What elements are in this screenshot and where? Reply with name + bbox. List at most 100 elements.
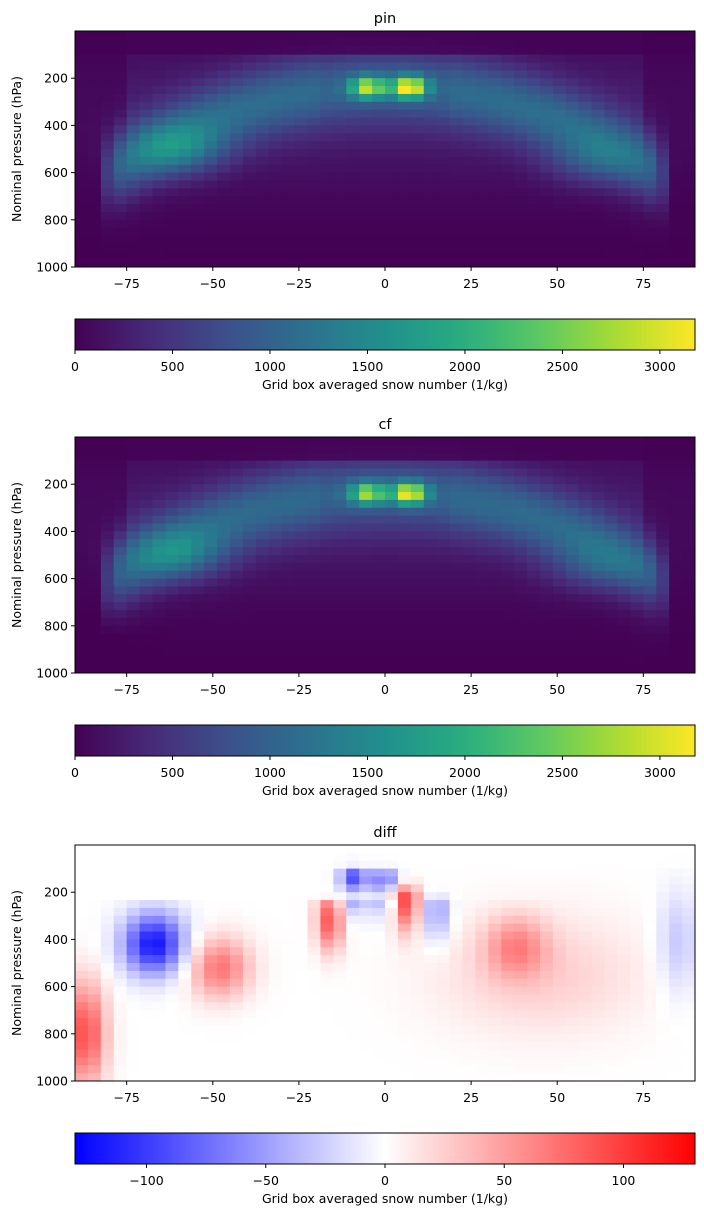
heatmap-cell <box>488 109 502 118</box>
heatmap-cell <box>410 939 425 948</box>
heatmap-cell <box>204 547 218 556</box>
heatmap-cell <box>462 109 476 118</box>
heatmap-cell <box>540 46 554 55</box>
heatmap-cell <box>255 62 270 71</box>
heatmap-cell <box>281 109 295 118</box>
heatmap-cell <box>139 876 153 885</box>
heatmap-cell <box>204 939 218 948</box>
heatmap-cell <box>281 845 295 854</box>
heatmap-cell <box>488 633 502 642</box>
heatmap-cell <box>565 515 580 524</box>
heatmap-cell <box>281 986 295 995</box>
heatmap-cell <box>397 204 412 213</box>
heatmap-cell <box>242 625 257 635</box>
heatmap-cell <box>178 492 192 501</box>
heatmap-cell <box>436 947 450 956</box>
heatmap-cell <box>333 109 347 118</box>
heatmap-cell <box>578 978 593 987</box>
heatmap-cell <box>540 31 554 40</box>
heatmap-cell <box>178 915 192 925</box>
heatmap-cell <box>333 915 347 925</box>
heatmap-cell <box>385 868 399 877</box>
heatmap-cell <box>682 149 696 158</box>
heatmap-cell <box>268 444 283 454</box>
heatmap-cell <box>578 923 593 932</box>
heatmap-cell <box>449 492 463 501</box>
heatmap-cell <box>540 204 554 213</box>
heatmap-cell <box>449 62 463 71</box>
heatmap-cell <box>565 172 580 181</box>
heatmap-cell <box>423 196 438 205</box>
heatmap-cell <box>423 586 438 595</box>
heatmap-cell <box>87 507 102 517</box>
heatmap-cell <box>656 164 670 173</box>
heatmap-cell <box>281 1025 295 1035</box>
heatmap-cell <box>294 947 308 956</box>
heatmap-cell <box>113 164 128 173</box>
heatmap-cell <box>591 219 605 229</box>
heatmap-cell <box>669 665 683 674</box>
heatmap-cell <box>643 570 657 579</box>
heatmap-cell <box>527 78 541 87</box>
heatmap-cell <box>268 251 283 260</box>
heatmap-cell <box>436 892 450 901</box>
heatmap-cell <box>230 507 244 517</box>
heatmap-cell <box>204 868 218 877</box>
heatmap-cell <box>527 444 541 454</box>
heatmap-cell <box>217 586 231 595</box>
heatmap-cell <box>152 641 166 650</box>
heatmap-cell <box>527 900 541 909</box>
heatmap-cell <box>514 515 528 524</box>
heatmap-cell <box>281 188 295 197</box>
heatmap-cell <box>617 93 631 103</box>
heatmap-cell <box>242 523 257 532</box>
heatmap-cell <box>475 539 489 548</box>
heatmap-cell <box>268 986 283 995</box>
heatmap-cell <box>591 1041 605 1050</box>
heatmap-cell <box>527 657 541 666</box>
heatmap-cell <box>385 994 399 1003</box>
heatmap-cell <box>113 235 128 244</box>
heatmap-cell <box>423 578 438 587</box>
heatmap-cell <box>501 62 515 71</box>
heatmap-cell <box>397 633 412 642</box>
heatmap-cell <box>630 900 644 909</box>
heatmap-cell <box>359 884 373 893</box>
heatmap-cell <box>630 955 644 964</box>
heatmap-cell <box>87 460 102 469</box>
heatmap-cell <box>669 586 683 595</box>
heatmap-cell <box>475 845 489 854</box>
heatmap-cell <box>552 78 567 87</box>
heatmap-cell <box>578 70 593 79</box>
heatmap-cell <box>449 562 463 572</box>
heatmap-cell <box>565 476 580 485</box>
heatmap-cell <box>669 562 683 572</box>
heatmap-cell <box>165 657 179 666</box>
heatmap-cell <box>165 531 179 540</box>
heatmap-cell <box>410 515 425 524</box>
heatmap-cell <box>604 1002 618 1011</box>
heatmap-cell <box>423 852 438 862</box>
heatmap-cell <box>217 555 231 564</box>
heatmap-cell <box>165 125 179 134</box>
heatmap-cell <box>462 468 476 477</box>
heatmap-cell <box>514 109 528 118</box>
heatmap-cell <box>578 93 593 103</box>
heatmap-cell <box>242 649 257 658</box>
heatmap-cell <box>113 868 128 877</box>
heatmap-cell <box>630 1065 644 1074</box>
heatmap-cell <box>178 665 192 674</box>
heatmap-cell <box>488 156 502 166</box>
heatmap-cell <box>501 876 515 885</box>
heatmap-cell <box>75 180 89 189</box>
heatmap-cell <box>100 963 115 972</box>
heatmap-cell <box>591 845 605 854</box>
heatmap-cell <box>578 1010 593 1019</box>
heatmap-cell <box>152 610 166 619</box>
heatmap-cell <box>152 665 166 674</box>
heatmap-cell <box>139 1002 153 1011</box>
heatmap-cell <box>423 868 438 877</box>
heatmap-cell <box>423 892 438 901</box>
heatmap-cell <box>488 868 502 877</box>
heatmap-cell <box>669 180 683 189</box>
